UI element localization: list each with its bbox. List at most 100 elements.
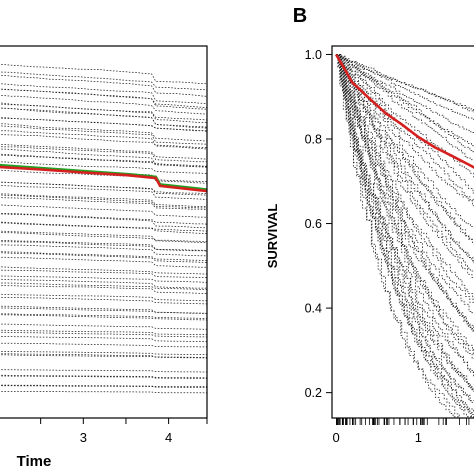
panel-b-dotted-curve [336,54,474,350]
panel-b-dotted-curve [336,54,474,194]
panel-b-dotted-curve [336,54,474,135]
panel-a-dotted-curve [0,296,208,305]
panel-a-dotted-curve [0,385,208,388]
panel-b-series [334,53,474,169]
panel-b-dotted-curve [336,54,474,264]
panel-a-dotted-curve [0,88,208,110]
panel-b-dotted-curve [336,54,474,227]
panel-b-x-tick-label: 0 [332,430,339,445]
panel-a-dotted-curve [0,374,208,379]
panel-a-dotted-curve [0,336,207,342]
panel-b-dotted-curve [336,54,474,154]
panel-b-rug [336,418,470,425]
panel-a-dotted-curve [0,107,208,129]
panel-a-dotted-curve [0,213,207,229]
panel-b-dotted-curve [336,54,474,209]
panel-a-dotted-curve [0,285,208,294]
panel-a-dotted-curve [0,194,207,209]
panel-a-dotted-curve [0,251,208,261]
panel-a-x-tick-label: 3 [80,430,87,445]
panel-a-dotted-curve [0,354,208,358]
panel-a-dotted-curve [0,117,208,132]
panel-a-dotted-curve [0,146,207,163]
panel-a-dotted-curve [0,244,208,257]
panel-b-dotted-curve [336,54,474,243]
panel-a-dotted-curve [0,230,208,244]
panel-a-dotted-curve [0,314,208,321]
panel-b-dotted-curve [336,54,474,272]
panel-a-dotted-curve [0,305,208,314]
panel-a-dotted-curve [0,193,208,207]
panel-b-dotted-curve [336,54,474,314]
panel-a-dotted-curve [0,71,208,91]
panel-a-dotted-curve [0,181,208,196]
panel-a-dotted-curve [0,353,208,359]
panel-a-dotted-curve [0,102,208,121]
panel-a-dotted-curve [0,384,207,387]
panel-a-dotted-curve [0,391,208,394]
panel-b-dotted-curve [336,54,472,418]
panel-a-dotted-curve [0,125,208,145]
panel-a-dotted-curve [0,331,208,338]
panel-a-dotted-curve [0,232,207,242]
panel-b-dotted-curve [336,54,474,161]
panel-a-dotted-curve [0,240,208,251]
panel-a-dotted-curve [0,342,207,348]
panel-a-series [0,163,208,193]
panel-b-dotted-curve [336,54,474,377]
panel-a-dotted-curve [0,313,208,319]
panel-a-dotted-curve [0,153,208,167]
panel-b-dotted-curve [336,54,474,201]
panel-b-dotted-curve [336,54,465,418]
panel-a-dotted-curve [0,83,208,104]
panel-b-mean-line [334,53,474,169]
panel-b-x-tick-label: 1 [415,430,422,445]
panel-a-dotted-curve [0,197,208,210]
panel-b-dotted-curve [336,54,474,333]
panel-a-dotted-curve [0,323,208,330]
panel-a-mean-line [0,165,208,193]
panel-b-dotted-curve [336,54,474,303]
panel-a-dotted-curve [0,154,208,168]
panel-a-dotted-curve [0,369,207,373]
panel-b-dotted-curve [336,54,474,415]
panel-b-dotted-curve [336,54,474,331]
panel-b-y-tick-label: 1.0 [305,48,322,62]
panel-a-dotted-curve [0,95,208,115]
panel-b-dotted-curve [336,54,474,240]
panel-b-dotted-curve [336,54,474,413]
panel-a-dotted-curve [0,107,208,128]
panel-b-dotted-curve [336,54,474,120]
panel-b-dotted-curve [336,54,474,355]
panel-b-y-tick-label: 0.4 [305,302,322,316]
panel-b-dotted-curve [336,54,474,178]
panel-a-dotted-curves [0,64,208,394]
panel-b-dotted-curve [336,54,474,278]
panel-b-dotted-curve [336,54,474,418]
panel-b-frame [331,45,474,419]
panel-b-label: B [293,5,307,27]
panel-a-dotted-curve [0,275,208,283]
panel-b-dotted-curve [336,54,474,332]
panel-b-y-tick-label: 0.6 [305,217,322,231]
panel-a-dotted-curve [0,166,208,184]
panel-b-dotted-curve [336,54,474,359]
panel-a-dotted-curve [0,293,207,302]
panel-a-frame [0,45,208,419]
panel-a-x-axis-label: Time [17,453,52,470]
panel-a-dotted-curve [0,88,208,109]
panel-b-y-axis-label: SURVIVAL [265,204,280,269]
panel-b-dotted-curve [336,54,474,391]
panel-b-dotted-curve [336,54,474,390]
panel-b-y-tick-label: 0.8 [305,133,322,147]
panel-a-x-tick-label: 4 [165,430,172,445]
panel-b-dotted-curve [336,54,474,147]
panel-a-dotted-curve [0,256,207,268]
panel-b-y-axis: 0.2 0.4 0.6 0.8 1.0 [305,48,332,400]
panel-b-dotted-curve [336,54,474,300]
